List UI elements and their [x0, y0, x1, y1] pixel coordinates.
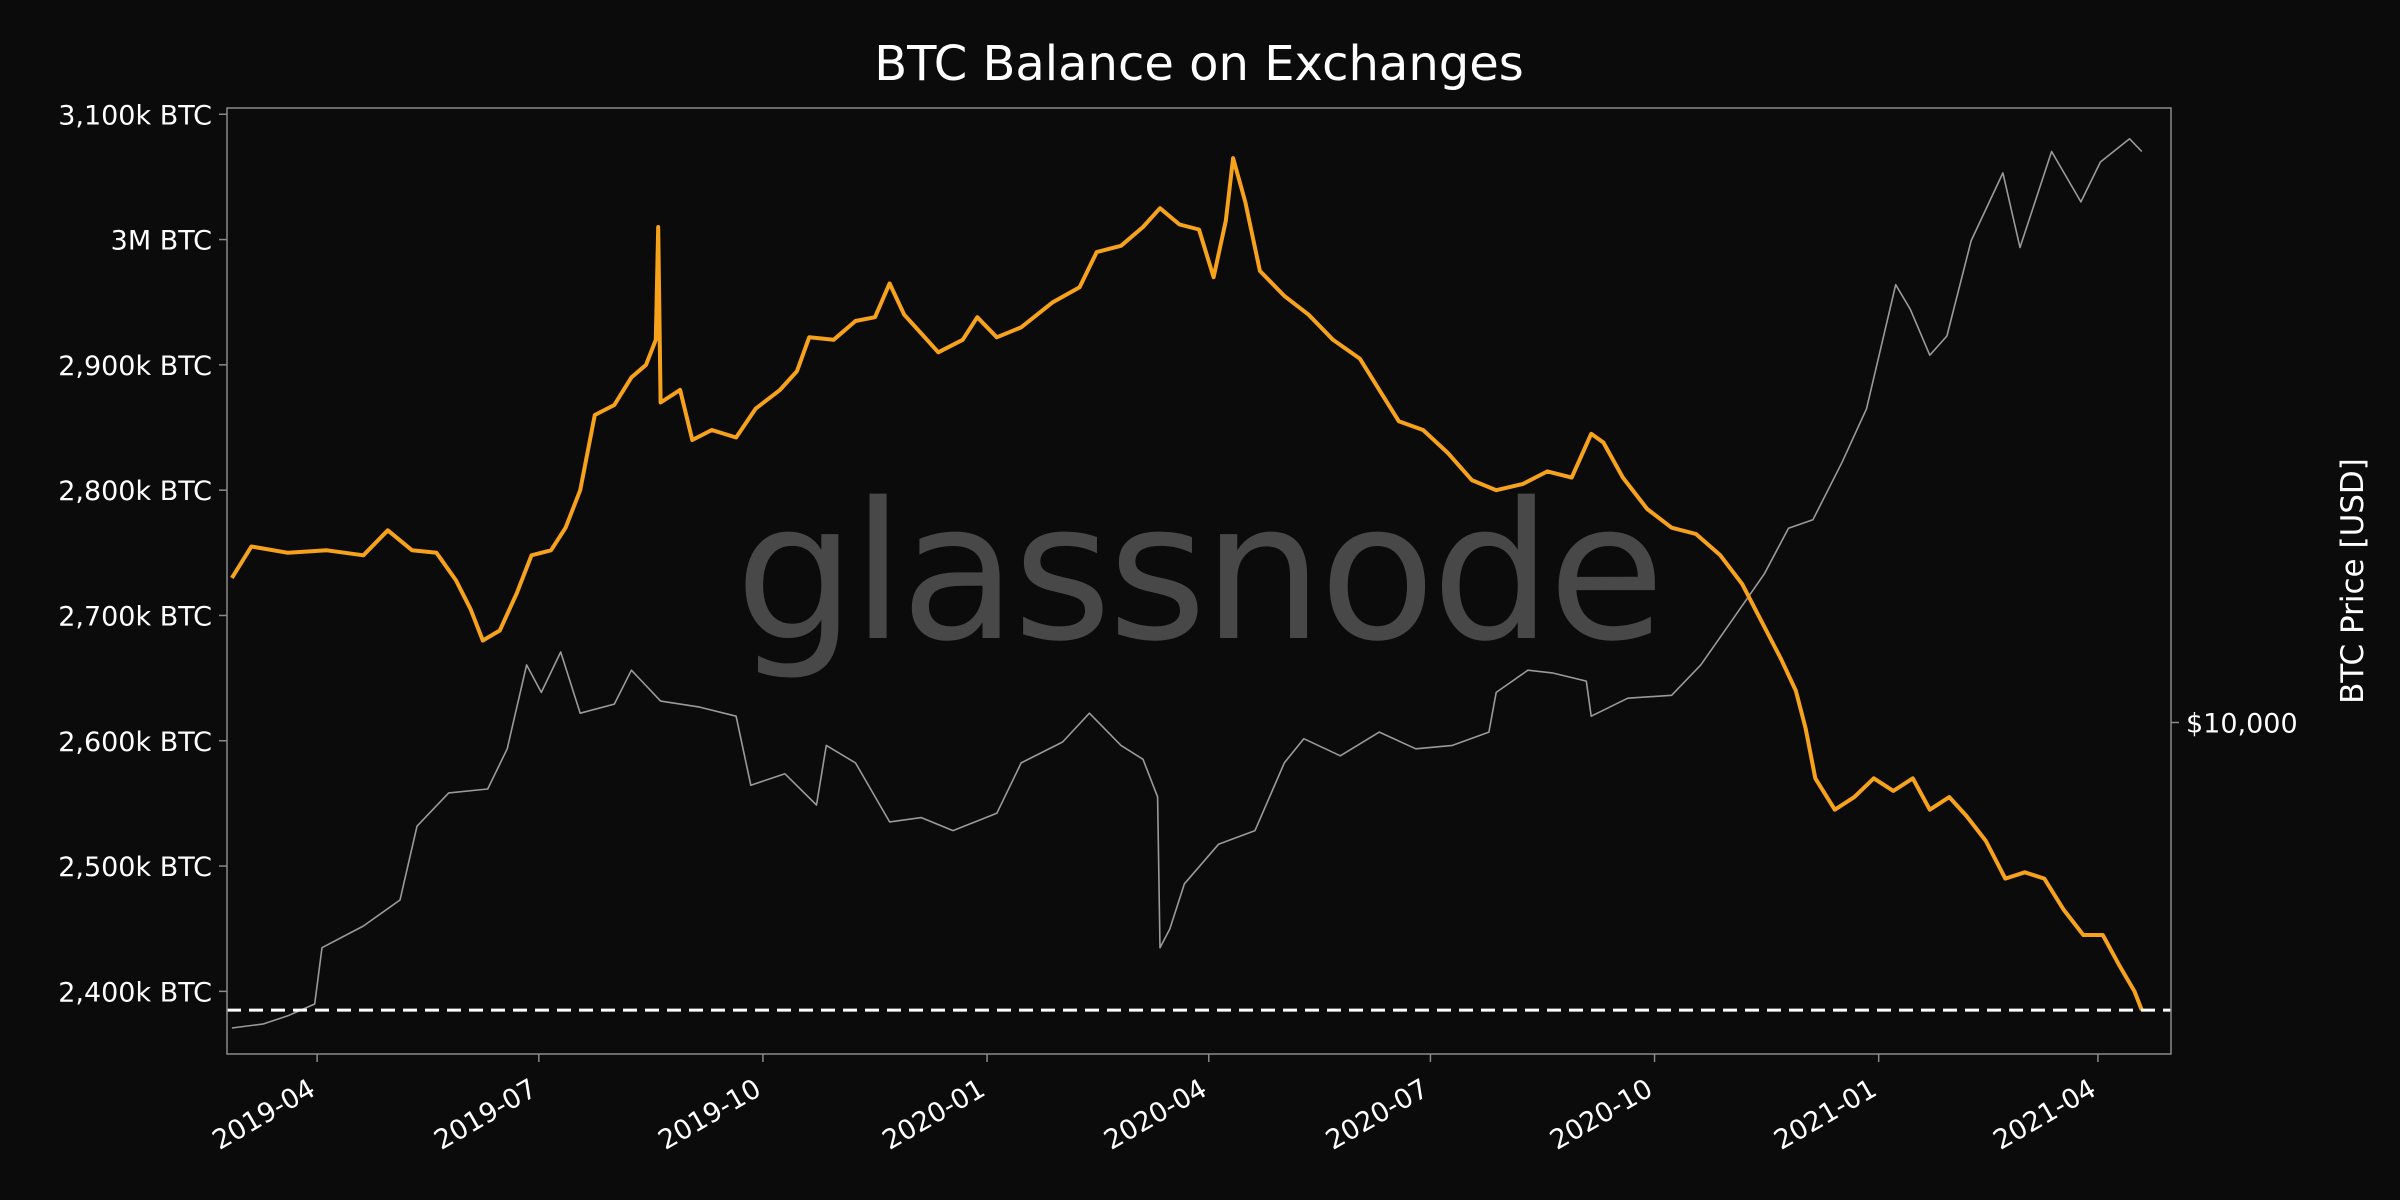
y-axis: 2,400k BTC 2,500k BTC 2,600k BTC 2,700k BTC…	[58, 100, 227, 1008]
y-tick-label: 2,500k BTC	[58, 852, 212, 883]
y-tick-label: 2,800k BTC	[58, 476, 212, 507]
series-line-balance	[230, 156, 2144, 1011]
series-layer	[230, 138, 2144, 1029]
series-line-price	[231, 138, 2143, 1029]
y-tick-label: 2,900k BTC	[58, 351, 212, 382]
y-axis-right: $10,000	[2171, 708, 2298, 739]
y-right-tick-label: $10,000	[2186, 708, 2298, 739]
chart-title: BTC Balance on Exchanges	[874, 36, 1524, 92]
y-tick-label: 3M BTC	[111, 226, 212, 257]
plot-frame	[226, 107, 2172, 1055]
watermark-logo: glassnode	[735, 462, 1661, 683]
y-tick-label: 2,600k BTC	[58, 727, 212, 758]
y-tick-label: 2,700k BTC	[58, 601, 212, 632]
y-axis-right-label: BTC Price [USD]	[2335, 458, 2371, 704]
y-tick-label: 3,100k BTC	[58, 100, 212, 131]
y-tick-label: 2,400k BTC	[58, 977, 212, 1008]
